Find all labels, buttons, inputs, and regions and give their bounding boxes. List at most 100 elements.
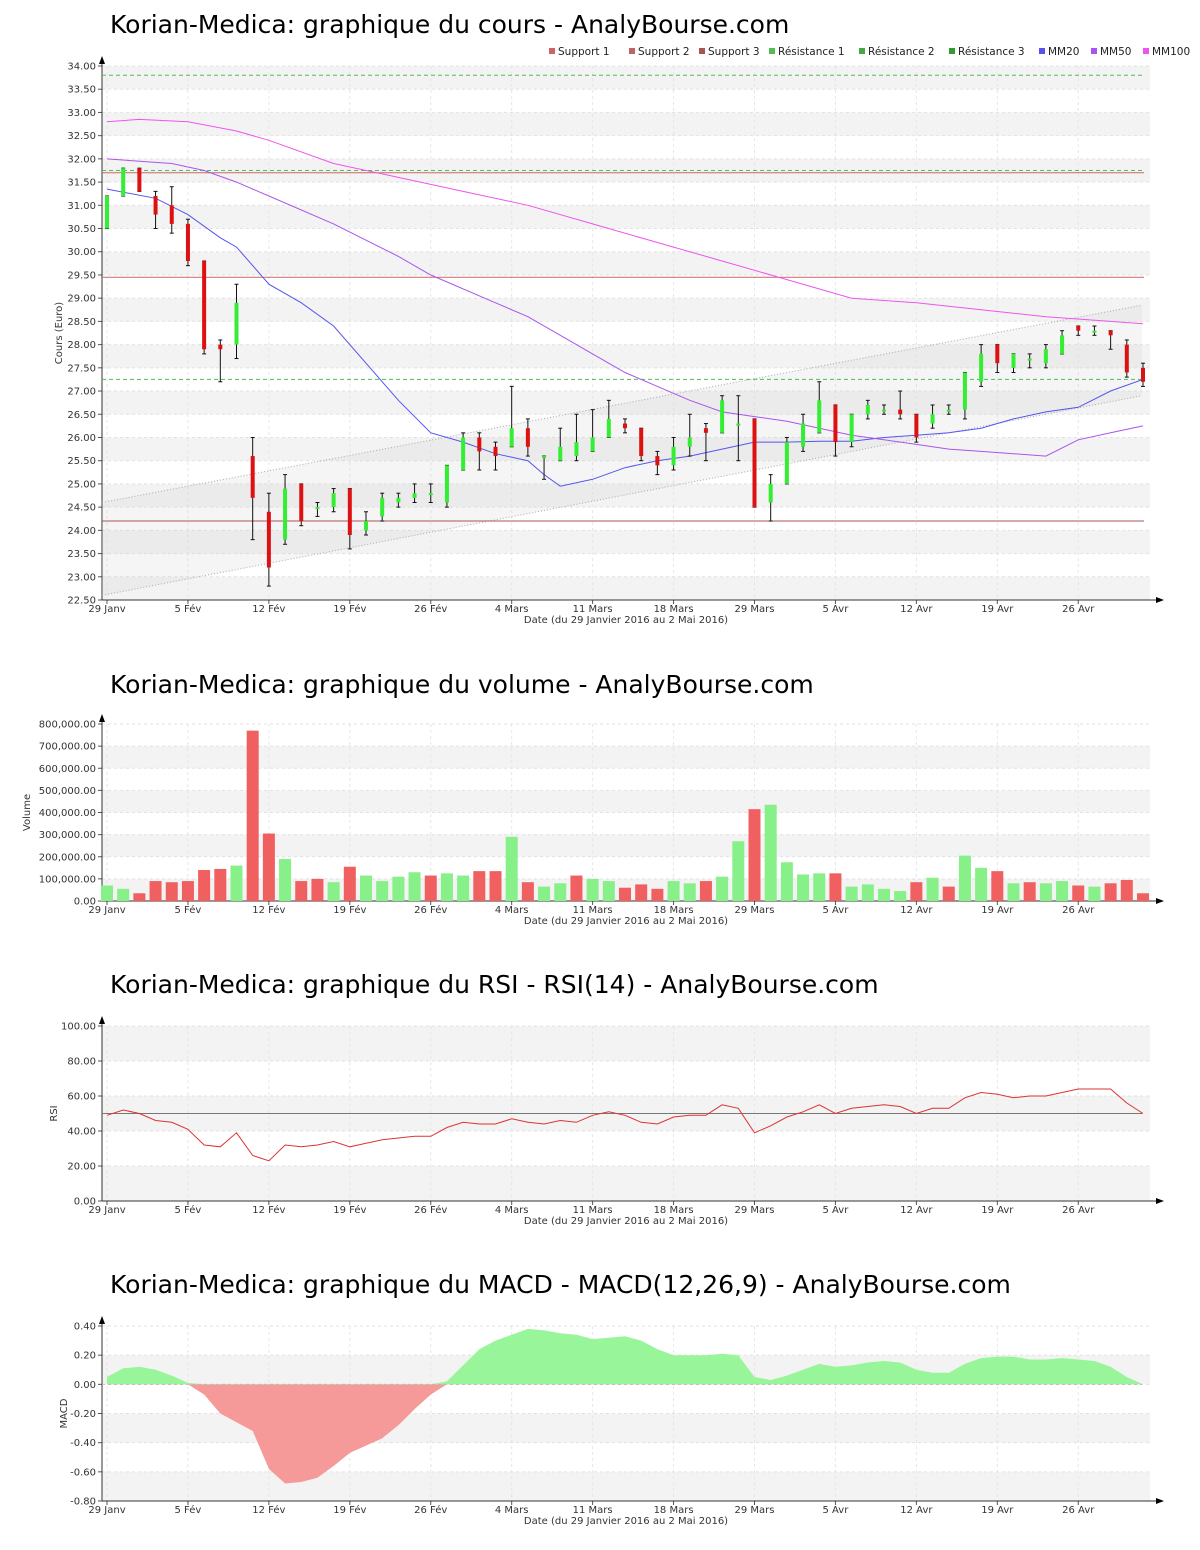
legend-swatch (629, 48, 635, 54)
candle-body (606, 418, 611, 438)
x-tick-label: 11 Mars (573, 1205, 613, 1216)
background-band (102, 66, 1150, 90)
volume-bar (198, 870, 211, 901)
candle-body (1011, 353, 1016, 368)
candle-body (1124, 344, 1129, 373)
x-tick-label: 26 Avr (1062, 905, 1095, 916)
x-tick-label: 29 Mars (735, 1505, 775, 1516)
candle-body (574, 442, 579, 457)
y-tick-label: -0.20 (70, 1409, 96, 1420)
y-tick-label: 0.00 (74, 897, 96, 908)
background-band (102, 1026, 1150, 1061)
volume-bar (845, 886, 858, 901)
volume-bar (797, 874, 810, 901)
candle (218, 339, 223, 383)
candle (347, 488, 352, 550)
volume-bar (894, 891, 907, 901)
y-tick-label: 60.00 (67, 1092, 96, 1103)
candle-body (412, 493, 417, 498)
volume-bar (1088, 886, 1101, 901)
candle (914, 413, 919, 443)
x-tick-label: 18 Mars (654, 1205, 694, 1216)
candle-body (1141, 367, 1145, 382)
x-tick-label: 29 Janv (88, 905, 125, 916)
x-tick-label: 5 Fév (175, 603, 202, 615)
x-tick-label: 12 Fév (252, 904, 285, 916)
candle-body (250, 456, 255, 498)
x-tick-label: 26 Fév (414, 1504, 447, 1516)
volume-bar (829, 873, 842, 901)
volume-chart: 0.00 100,000.00 200,000.00 300,000.00 400,00… (22, 714, 1164, 927)
candle (169, 186, 174, 234)
candle (1027, 353, 1032, 369)
volume-chart-title: Korian-Medica: graphique du volume - Ana… (110, 670, 814, 699)
legend-label: Résistance 1 (778, 46, 845, 58)
volume-bar (165, 882, 178, 901)
y-tick-label: 24.50 (67, 503, 96, 514)
candle-body (914, 414, 919, 438)
y-tick-label: 27.00 (67, 387, 96, 398)
rsi-chart: 0.00 20.00 40.00 60.00 80.00 100.00 29 Janv 5 F… (49, 1016, 1164, 1227)
candle (736, 395, 741, 462)
background-band (102, 391, 1150, 415)
y-tick-label: 28.50 (67, 317, 96, 328)
volume-bar (408, 872, 421, 901)
background-band (102, 344, 1150, 368)
candle (898, 390, 903, 420)
y-tick-label: 26.00 (67, 433, 96, 444)
volume-bar (716, 876, 729, 901)
macd-chart: -0.80 -0.60 -0.40 -0.20 0.00 0.20 0.40 29 Janv 5… (59, 1316, 1164, 1527)
y-tick-label: 400,000.00 (39, 808, 96, 819)
x-tick-label: 5 Avr (823, 1205, 850, 1216)
candle-body (849, 414, 854, 443)
x-tick-label: 11 Mars (573, 905, 613, 916)
x-tick-label: 5 Fév (175, 1504, 202, 1516)
candle-body (979, 353, 984, 382)
y-tick-label: 100.00 (61, 1022, 96, 1033)
volume-bar (699, 881, 712, 901)
volume-bar (748, 809, 761, 901)
candle-body (946, 409, 951, 412)
volume-bar (440, 873, 453, 901)
x-tick-label: 12 Avr (900, 1205, 933, 1216)
candle-body (720, 400, 725, 433)
candle (623, 418, 627, 434)
volume-bar (683, 883, 696, 901)
price-chart-title: Korian-Medica: graphique du cours - Anal… (110, 10, 790, 39)
price-panel: Korian-Medica: graphique du cours - Anal… (0, 0, 1200, 640)
candle (137, 167, 142, 192)
x-axis-label: Date (du 29 Janvier 2016 au 2 Mai 2016) (524, 916, 728, 927)
x-tick-label: 11 Mars (573, 604, 613, 615)
rsi-panel: Korian-Medica: graphique du RSI - RSI(14… (0, 960, 1200, 1240)
legend-label: MM100 (1152, 46, 1190, 58)
candle (1011, 353, 1016, 373)
x-tick-label: 29 Janv (88, 1505, 125, 1516)
volume-bar (424, 875, 437, 901)
volume-bar (1120, 879, 1133, 901)
mm20-line (106, 188, 1144, 487)
x-tick-label: 4 Mars (495, 1205, 529, 1216)
volume-bar (246, 730, 259, 901)
background-band (102, 205, 1150, 229)
channel-lower-line (101, 395, 1143, 596)
candle-body (169, 205, 174, 224)
channel-upper-line (101, 304, 1143, 503)
y-tick-label: 23.50 (67, 549, 96, 560)
volume-bar (262, 833, 275, 901)
x-tick-label: 12 Fév (252, 1204, 285, 1216)
volume-bar (764, 804, 777, 901)
candle (784, 436, 789, 485)
candle-body (1108, 330, 1113, 336)
y-tick-label: 25.50 (67, 456, 96, 467)
legend-label: Résistance 3 (958, 46, 1025, 58)
candle-body (639, 428, 644, 457)
legend-swatch (1143, 48, 1149, 54)
legend-label: MM50 (1100, 46, 1131, 58)
y-axis-arrow (99, 1016, 105, 1024)
candle-body (817, 400, 822, 433)
volume-bar (861, 884, 874, 901)
macd-positive-area (107, 1328, 1143, 1385)
candle (202, 260, 207, 355)
candle (865, 399, 870, 420)
x-tick-label: 29 Mars (735, 604, 775, 615)
